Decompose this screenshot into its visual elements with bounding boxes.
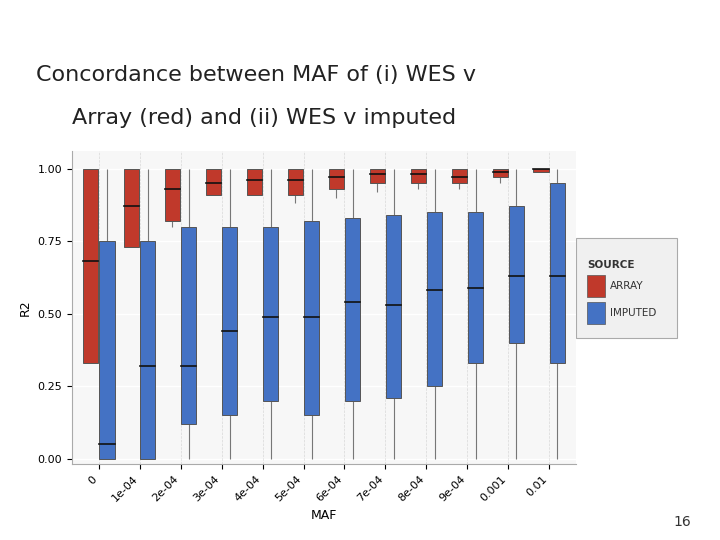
Bar bbox=[263, 227, 279, 401]
Bar bbox=[451, 168, 467, 183]
Bar bbox=[165, 168, 180, 221]
Bar bbox=[410, 168, 426, 183]
Text: Concordance between MAF of (i) WES v: Concordance between MAF of (i) WES v bbox=[36, 65, 476, 85]
Text: ARRAY: ARRAY bbox=[610, 281, 644, 291]
Bar bbox=[287, 168, 303, 195]
Bar bbox=[427, 212, 442, 386]
X-axis label: MAF: MAF bbox=[311, 509, 337, 523]
Bar bbox=[99, 241, 114, 458]
Bar bbox=[181, 227, 197, 424]
Bar bbox=[304, 221, 320, 415]
Text: SOURCE: SOURCE bbox=[587, 260, 634, 270]
Bar bbox=[549, 183, 565, 363]
Bar bbox=[247, 168, 262, 195]
Text: IMPUTED: IMPUTED bbox=[610, 308, 656, 318]
Text: Array (red) and (ii) WES v imputed: Array (red) and (ii) WES v imputed bbox=[72, 108, 456, 128]
Y-axis label: R2: R2 bbox=[19, 300, 32, 316]
Bar bbox=[492, 168, 508, 177]
Bar bbox=[328, 168, 344, 189]
Bar bbox=[83, 168, 99, 363]
Bar bbox=[206, 168, 221, 195]
Bar bbox=[222, 227, 238, 415]
Bar bbox=[345, 218, 361, 401]
Bar bbox=[369, 168, 385, 183]
Bar bbox=[468, 212, 483, 363]
Bar bbox=[140, 241, 156, 458]
Text: 16: 16 bbox=[673, 515, 691, 529]
Bar bbox=[386, 215, 401, 397]
Bar bbox=[534, 168, 549, 172]
Bar bbox=[509, 206, 524, 342]
Bar bbox=[124, 168, 139, 247]
